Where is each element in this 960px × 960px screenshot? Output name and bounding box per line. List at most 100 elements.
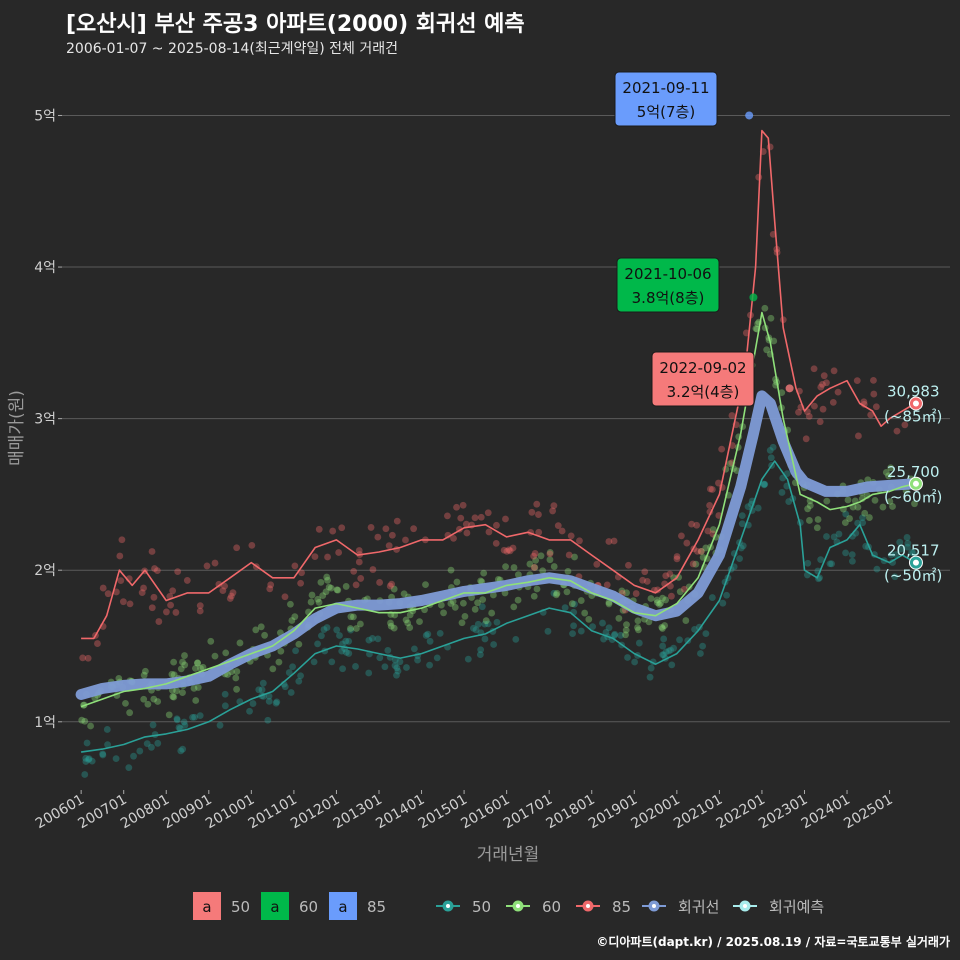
transaction-dot [118,536,126,544]
transaction-dot [676,636,683,644]
transaction-dot [291,562,299,570]
annotation-price: 3.8억(8층) [632,289,705,307]
transaction-dot [558,527,566,535]
transaction-dot [662,572,670,580]
legend-fill-glyph: a [202,898,211,916]
transaction-dot [148,743,155,751]
transaction-dot [624,654,631,661]
transaction-dot [416,618,423,626]
transaction-dot [904,543,911,551]
transaction-dot [451,603,459,611]
transaction-dot [561,604,569,612]
transaction-dot [635,639,643,647]
transaction-dot [490,641,498,648]
transaction-dot [512,635,520,643]
transaction-dot [85,755,93,763]
transaction-dot [339,640,346,648]
transaction-dot [355,558,363,566]
transaction-dot [352,663,359,670]
transaction-dot [806,517,813,524]
transaction-dot [738,520,746,528]
transaction-dot [738,512,746,520]
end-marker-core [912,559,919,566]
transaction-dot [477,577,485,585]
transaction-dot [350,567,358,575]
chart-subtitle: 2006-01-07 ~ 2025-08-14(최근계약일) 전체 거래건 [66,41,398,57]
transaction-dot [269,665,277,673]
x-tick-label: 202501 [841,792,895,833]
annotation-date: 2021-10-06 [624,265,711,283]
transaction-dot [577,597,585,604]
transaction-dot [173,687,180,695]
transaction-dot [708,486,716,493]
transaction-dot [510,564,518,571]
transaction-dot [227,592,235,600]
legend-fill-glyph: a [270,898,279,916]
transaction-dot [150,593,158,601]
annotations: 2021-09-11 5억(7층) 2021-10-06 3.8억(8층) 2022-0… [614,71,794,407]
transaction-dot [553,589,561,597]
transaction-dot [447,600,455,607]
transaction-dot [806,502,814,510]
legend-line-label: 회귀선 [678,898,719,916]
transaction-dot [546,549,554,556]
transaction-dot [474,599,481,607]
transaction-dot [479,596,487,604]
transaction-dot [459,501,467,509]
end-marker-core [912,400,919,407]
end-label-area: (~50㎡) [884,567,942,585]
transaction-dot [680,585,688,593]
transaction-dot [143,740,151,748]
annotation-price: 5억(7층) [637,103,695,121]
transaction-dot [645,618,653,626]
transaction-dot [599,619,606,627]
transaction-dot [552,591,560,599]
transaction-dot [347,626,355,634]
transaction-dot [891,573,899,581]
transaction-dot [221,582,228,590]
transaction-dot [99,751,107,759]
transaction-dot [623,589,630,597]
transaction-dot [221,690,229,698]
transaction-dot [347,625,354,632]
transaction-dot [688,520,696,528]
transaction-dot [298,569,305,577]
transaction-dot [744,503,752,511]
transaction-dot [258,686,266,694]
transaction-dot [422,581,429,588]
transaction-dot [643,578,651,585]
annotation-point [745,111,754,120]
end-labels: 30,983 (~85㎡) 25,700 (~60㎡) 20,517 (~50㎡) [884,382,942,584]
transaction-dot [605,538,613,545]
transaction-dot [866,514,873,521]
transaction-dot [814,516,822,523]
transaction-dot [463,529,471,537]
transaction-dot [514,596,522,604]
transaction-dot [314,595,322,603]
transaction-dot [544,627,552,635]
transaction-dot [550,502,558,510]
annotation-box [651,351,755,407]
credit-text: ©디아파트(dapt.kr) / 2025.08.19 / 자료=국토교통부 실… [596,935,950,949]
transaction-dot [634,617,642,625]
transaction-dot [842,549,849,557]
transaction-dot [785,498,793,505]
transaction-dot [617,631,625,639]
transaction-dot [802,435,810,443]
y-tick-label: 4억 [34,260,56,276]
legend-line-label: 85 [612,898,631,916]
transaction-dot [665,647,673,655]
transaction-dot [709,526,717,533]
end-marker-core [912,480,919,487]
transaction-dot [659,651,666,659]
transaction-dot [752,325,760,333]
transaction-dot [848,551,856,559]
transaction-dot [190,684,198,692]
transaction-dot [443,512,451,520]
transaction-dot [88,757,96,765]
transaction-dot [384,646,392,654]
transaction-dot [287,689,295,696]
transaction-dot [502,563,509,571]
transaction-dot [342,637,350,645]
transaction-dot [641,568,649,576]
